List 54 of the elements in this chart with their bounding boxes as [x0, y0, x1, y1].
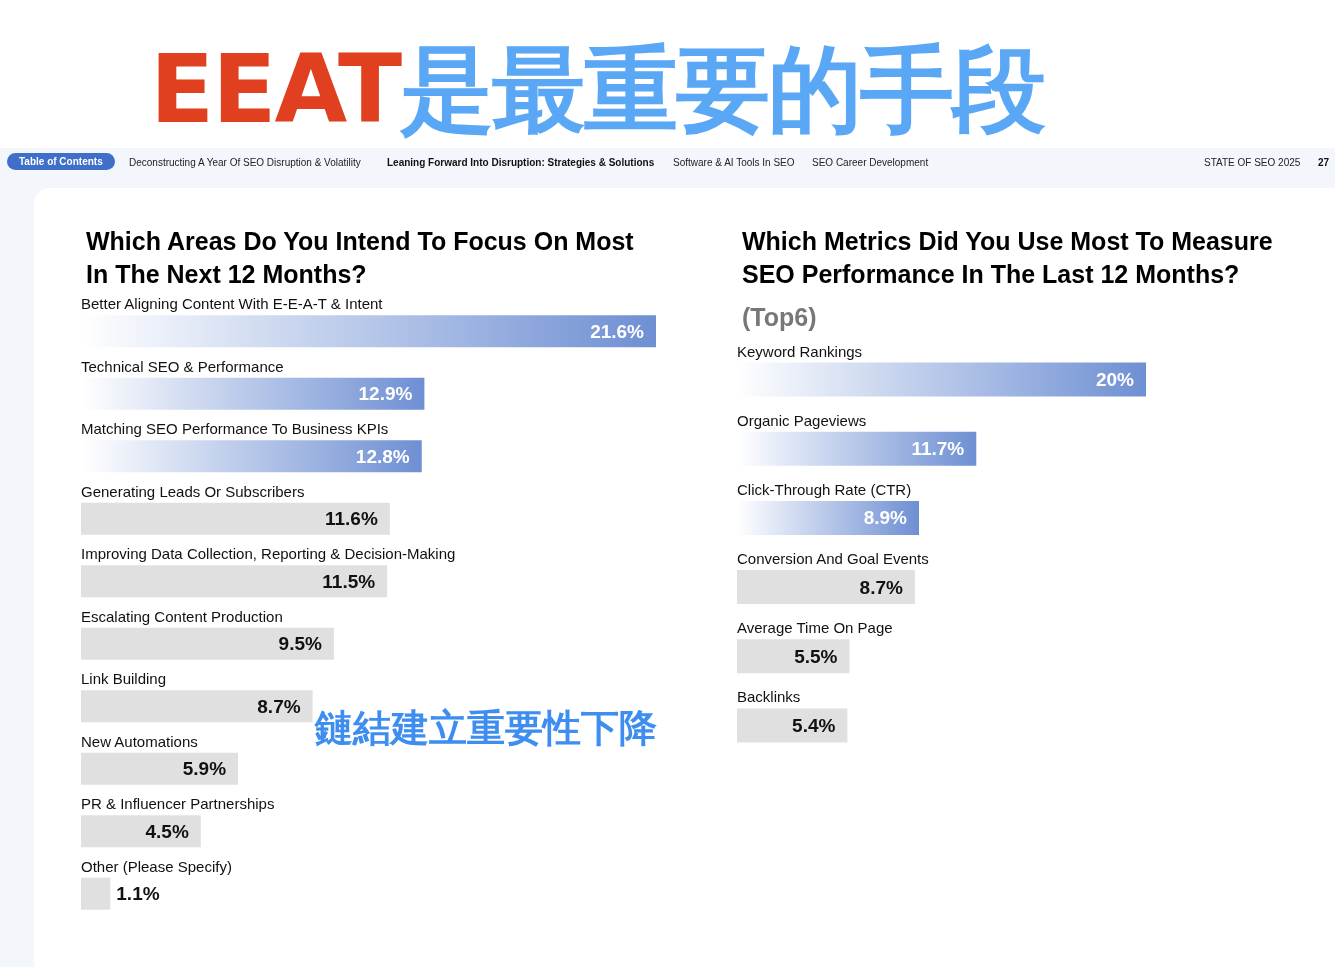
bar	[81, 877, 111, 910]
data-label: 21.6%	[590, 320, 645, 342]
text: Software & AI Tools In SEO	[673, 157, 795, 168]
text: EEAT是最重要的手段	[150, 35, 1044, 144]
data-label: 11.5%	[322, 570, 376, 592]
y-tick-label: Average Time On Page	[737, 619, 893, 637]
data-label: 12.9%	[358, 383, 413, 405]
bar	[737, 639, 850, 674]
data-label: 5.4%	[792, 714, 836, 736]
bar	[81, 502, 390, 535]
data-label: 12.8%	[355, 445, 410, 467]
data-label: 5.5%	[794, 645, 838, 667]
y-tick-label: Link Building	[81, 670, 167, 688]
chart-subtitle: (Top6)	[742, 302, 817, 331]
text: Table of Contents	[7, 153, 115, 170]
y-tick-label: Organic Pageviews	[737, 411, 867, 429]
bar	[81, 627, 334, 660]
y-tick-label: Better Aligning Content With E-E-A-T & Intent	[81, 295, 384, 313]
data-label: 20%	[1095, 369, 1135, 391]
text: SEO Career Development	[812, 157, 929, 168]
y-tick-label: New Automations	[81, 732, 198, 750]
data-label: 4.5%	[145, 820, 189, 842]
y-tick-label: Conversion And Goal Events	[737, 550, 929, 568]
y-tick-label: Keyword Rankings	[737, 342, 863, 360]
text: STATE OF SEO 2025	[1204, 157, 1301, 168]
y-tick-label: Backlinks	[737, 688, 801, 706]
bar	[737, 570, 915, 605]
y-tick-label: Other (Please Specify)	[81, 857, 232, 875]
bar	[737, 708, 848, 743]
data-label: 5.9%	[182, 758, 227, 780]
y-tick-label: Matching SEO Performance To Business KPIs	[81, 420, 389, 438]
data-label: 11.6%	[324, 508, 378, 530]
chart-title: Which Metrics Did You Use Most To Measure SEO Performance In The Last 12 Months?	[742, 226, 1273, 288]
data-label: 1.1%	[116, 883, 160, 905]
text: Deconstructing A Year Of SEO Disruption & Volatility	[129, 157, 361, 168]
bar	[81, 690, 313, 723]
text: Leaning Forward Into Disruption: Strategies & Solutions	[387, 157, 655, 168]
y-tick-label: Escalating Content Production	[81, 607, 283, 625]
data-label: 8.7%	[859, 576, 904, 598]
y-tick-label: Improving Data Collection, Reporting & Decision-Making	[81, 545, 456, 563]
bar	[81, 815, 201, 848]
bar	[81, 752, 239, 785]
data-label: 9.5%	[278, 633, 322, 655]
data-label: 8.9%	[863, 507, 908, 529]
text: 27	[1318, 157, 1330, 168]
data-label: 8.7%	[257, 695, 301, 717]
y-tick-label: Generating Leads Or Subscribers	[81, 482, 305, 500]
annotation: 鏈結建立重要性下降	[315, 705, 657, 752]
bar	[81, 565, 388, 598]
y-tick-label: PR & Influencer Partnerships	[81, 795, 275, 813]
data-label: 11.7%	[911, 438, 965, 460]
y-tick-label: Click-Through Rate (CTR)	[737, 480, 912, 498]
chart-title: Which Areas Do You Intend To Focus On Most In The Next 12 Months?	[86, 226, 635, 288]
y-tick-label: Technical SEO & Performance	[81, 357, 284, 375]
